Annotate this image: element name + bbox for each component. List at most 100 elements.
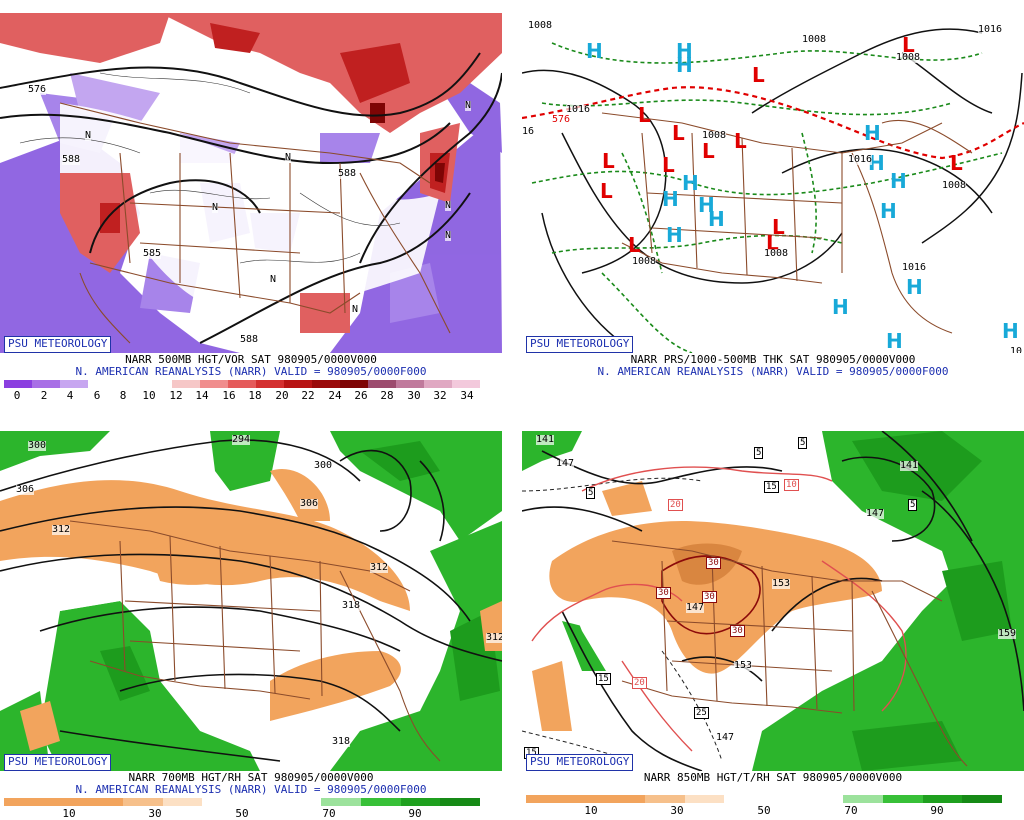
colorbar-swatch — [526, 795, 566, 803]
colorbar-swatch — [83, 798, 124, 806]
contour-label: 588 — [338, 168, 357, 179]
vorticity-max-label: N — [270, 274, 277, 285]
low-pressure-marker: L — [638, 103, 651, 127]
colorbar-swatch — [60, 380, 88, 388]
colorbar-tick-label: 28 — [380, 389, 394, 402]
low-pressure-marker: L — [628, 233, 641, 257]
colorbar-swatch — [764, 795, 804, 803]
temperature-label: 25 — [694, 707, 709, 719]
temperature-label: 15 — [764, 481, 779, 493]
rh-colorbar — [4, 798, 481, 806]
colorbar-swatch — [312, 380, 340, 388]
high-pressure-marker: H — [832, 295, 849, 319]
colorbar-tick-label: 26 — [354, 389, 368, 402]
isobar-label: 10 — [1010, 347, 1023, 353]
colorbar-tick-label: 90 — [930, 804, 944, 817]
colorbar-swatch — [424, 380, 452, 388]
contour-label: 576 — [28, 84, 47, 95]
colorbar-tick-label: 6 — [93, 389, 101, 402]
temperature-label: 30 — [656, 587, 671, 599]
high-pressure-marker: H — [1002, 319, 1019, 343]
colorbar-swatch — [440, 798, 481, 806]
colorbar-ticks: 10 30 50 70 90 — [526, 805, 1002, 817]
isobar-label: 1008 — [942, 180, 967, 191]
colorbar-tick-label: 50 — [757, 804, 771, 817]
psu-meteorology-badge: PSU METEOROLOGY — [526, 754, 634, 771]
temperature-label: 30 — [702, 591, 717, 603]
high-pressure-marker: H — [682, 171, 699, 195]
low-pressure-marker: L — [662, 153, 675, 177]
colorbar-swatch — [962, 795, 1003, 803]
colorbar-tick-label: 24 — [328, 389, 342, 402]
validity-caption: N. AMERICAN REANALYSIS (NARR) VALID = 98… — [75, 783, 427, 796]
product-caption: NARR 700MB HGT/RH SAT 980905/0000V000 — [128, 771, 374, 784]
contour-label: 147 — [716, 732, 735, 743]
product-caption: NARR 500MB HGT/VOR SAT 980905/0000V000 — [125, 353, 377, 366]
colorbar-ticks: 0 2 4 6 8 10 12 14 16 18 20 22 24 26 28 30 32 34 — [4, 390, 480, 402]
colorbar-swatch — [281, 798, 322, 806]
colorbar-swatch — [368, 380, 396, 388]
contour-label: 318 — [342, 600, 361, 611]
low-pressure-marker: L — [602, 149, 615, 173]
isobar-label: 1008 — [702, 130, 727, 141]
isobar-label: 16 — [522, 126, 535, 137]
temperature-label: 5 — [908, 499, 918, 511]
psu-meteorology-badge: PSU METEOROLOGY — [526, 336, 634, 353]
temperature-label: 5 — [586, 487, 596, 499]
colorbar-swatch — [4, 798, 44, 806]
colorbar-swatch — [32, 380, 60, 388]
colorbar-tick-label: 32 — [433, 389, 447, 402]
contour-label: 147 — [556, 458, 575, 469]
colorbar-tick-label: 10 — [62, 807, 76, 820]
map-850mb-temp-rh: 141 147 141 147 153 147 153 159 147 5 5 … — [522, 431, 1024, 771]
low-pressure-marker: L — [672, 121, 685, 145]
temperature-label: 5 — [754, 447, 764, 459]
colorbar-tick-label: 18 — [248, 389, 262, 402]
colorbar-tick-label: 14 — [195, 389, 209, 402]
colorbar-tick-label: 30 — [407, 389, 421, 402]
vorticity-max-label: N — [445, 230, 452, 241]
temperature-label: 15 — [596, 673, 611, 685]
contour-label: 312 — [486, 633, 502, 643]
high-pressure-marker: H — [864, 121, 881, 145]
colorbar-swatch — [200, 380, 228, 388]
isobar-label: 1008 — [896, 52, 921, 63]
low-pressure-marker: L — [600, 179, 613, 203]
high-pressure-marker: H — [662, 187, 679, 211]
colorbar-swatch — [123, 798, 163, 806]
contour-label: 306 — [300, 498, 319, 509]
temperature-label: 20 — [632, 677, 647, 689]
vorticity-max-label: N — [212, 202, 219, 213]
validity-caption: N. AMERICAN REANALYSIS (NARR) VALID = 98… — [75, 365, 427, 378]
low-pressure-marker: L — [766, 231, 779, 255]
colorbar-tick-label: 16 — [222, 389, 236, 402]
colorbar-tick-label: 10 — [584, 804, 598, 817]
pressure-map-graphic — [522, 28, 1024, 353]
colorbar-tick-label: 0 — [13, 389, 21, 402]
contour-label: 585 — [143, 248, 162, 259]
low-pressure-marker: L — [734, 129, 747, 153]
vorticity-max-label: N — [445, 200, 452, 211]
colorbar-tick-label: 10 — [142, 389, 156, 402]
low-pressure-marker: L — [752, 63, 765, 87]
colorbar-swatch — [144, 380, 172, 388]
colorbar-swatch — [4, 380, 32, 388]
colorbar-swatch — [645, 795, 685, 803]
high-pressure-marker: H — [676, 39, 693, 63]
colorbar-swatch — [565, 795, 606, 803]
colorbar-swatch — [724, 795, 765, 803]
low-pressure-marker: L — [902, 33, 915, 57]
vorticity-colorbar — [4, 380, 480, 388]
colorbar-swatch — [228, 380, 256, 388]
low-pressure-marker: L — [950, 151, 963, 175]
high-pressure-marker: H — [886, 329, 903, 353]
colorbar-tick-label: 30 — [148, 807, 162, 820]
colorbar-swatch — [284, 380, 312, 388]
high-pressure-marker: H — [906, 275, 923, 299]
contour-label: 159 — [998, 628, 1017, 639]
colorbar-tick-label: 20 — [275, 389, 289, 402]
high-pressure-marker: H — [698, 193, 715, 217]
contour-label: 312 — [370, 562, 389, 573]
colorbar-tick-label: 12 — [169, 389, 183, 402]
contour-label: 588 — [240, 334, 259, 345]
